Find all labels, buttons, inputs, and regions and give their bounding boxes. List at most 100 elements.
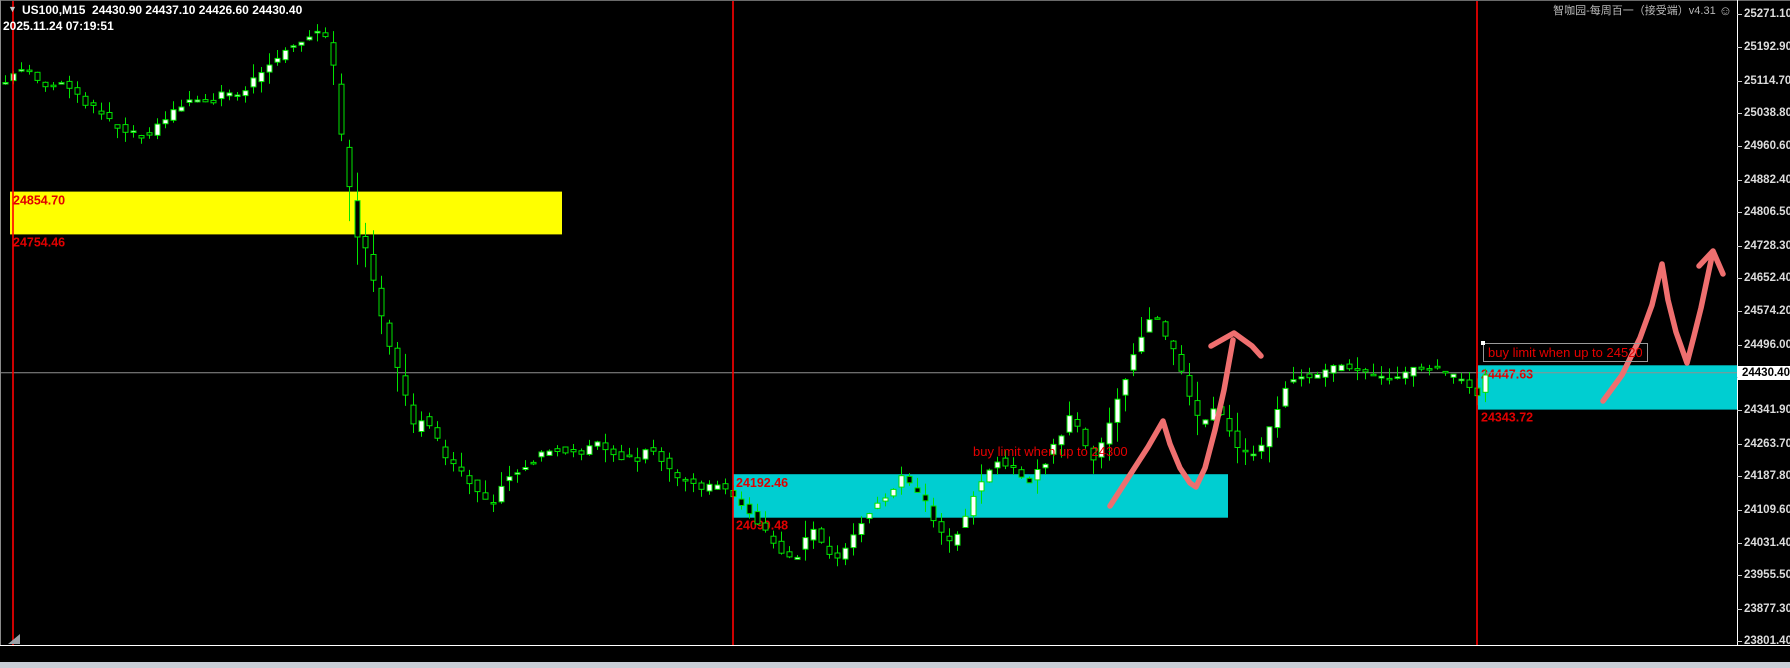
- candle-body: [1386, 377, 1393, 381]
- price-tick-mark: [1737, 444, 1742, 445]
- buy-limit-annotation-2[interactable]: buy limit when up to 24520: [1483, 343, 1648, 362]
- candle-body: [1242, 449, 1249, 453]
- candle-body: [1314, 374, 1321, 379]
- candle-body: [1122, 379, 1129, 396]
- candle-body: [970, 495, 977, 517]
- price-tick-mark: [1737, 278, 1742, 279]
- candle-body: [690, 478, 697, 484]
- candle-body: [202, 99, 209, 103]
- price-tick-mark: [1737, 543, 1742, 544]
- mid-arrow-head[interactable]: [1208, 330, 1264, 359]
- smiley-face-icon[interactable]: ☺: [1718, 2, 1732, 18]
- candle-body: [130, 130, 137, 133]
- candle-body: [178, 106, 185, 112]
- candle-body: [1106, 422, 1113, 445]
- candle-body: [1154, 317, 1161, 320]
- candle-body: [234, 94, 241, 97]
- mid-cyan-zone[interactable]: [733, 474, 1228, 518]
- price-tick-label: 24341.90: [1744, 404, 1790, 416]
- candle-body: [834, 552, 841, 559]
- price-tick-mark: [1737, 146, 1742, 147]
- candle-body: [266, 64, 273, 73]
- candle-body: [482, 492, 489, 500]
- candle-body: [1418, 366, 1425, 370]
- candle-body: [154, 123, 161, 136]
- candle-body: [466, 475, 473, 485]
- candle-body: [946, 535, 953, 542]
- candle-body: [594, 441, 601, 447]
- candle-body: [242, 90, 249, 97]
- candle-body: [258, 72, 265, 83]
- candle-body: [1130, 354, 1137, 371]
- candle-body: [1058, 435, 1065, 446]
- candle-body: [1410, 366, 1417, 377]
- candle-body: [938, 521, 945, 533]
- candle-body: [586, 445, 593, 455]
- candle-body: [1434, 365, 1441, 369]
- candle-body: [1322, 369, 1329, 378]
- candle-body: [858, 523, 865, 535]
- candle-body: [1026, 477, 1033, 484]
- candle-body: [1250, 453, 1257, 457]
- candle-body: [218, 91, 225, 100]
- candle-body: [1290, 379, 1297, 383]
- candle-body: [26, 69, 33, 73]
- right-arrow-head[interactable]: [1696, 248, 1726, 277]
- candle-body: [50, 84, 57, 88]
- candle-body: [578, 450, 585, 455]
- candle-body: [1274, 409, 1281, 429]
- candle-body: [514, 472, 521, 475]
- candle-body: [610, 448, 617, 456]
- candle-body: [1002, 457, 1009, 467]
- candle-body: [1170, 340, 1177, 350]
- candle-body: [170, 109, 177, 121]
- candle-body: [1186, 375, 1193, 397]
- candle-body: [1146, 319, 1153, 333]
- annotation-selection-handle[interactable]: [1481, 341, 1485, 345]
- price-tick-mark: [1737, 510, 1742, 511]
- mid-arrow-body[interactable]: [1107, 337, 1236, 509]
- candle-body: [1402, 371, 1409, 379]
- candle-body: [770, 535, 777, 544]
- candle-body: [346, 146, 353, 188]
- candle-body: [906, 475, 913, 484]
- yellow-zone[interactable]: [10, 191, 562, 235]
- candle-body: [378, 287, 385, 317]
- candle-body: [570, 449, 577, 453]
- ohlc-readout: US100,M15 24430.90 24437.10 24426.60 244…: [22, 3, 303, 17]
- candle-body: [818, 528, 825, 543]
- candle-body: [794, 556, 801, 560]
- right-arrow-body[interactable]: [1600, 253, 1715, 404]
- price-tick-label: 24031.40: [1744, 537, 1790, 549]
- candle-body: [826, 545, 833, 555]
- candle-body: [634, 457, 641, 462]
- candle-body: [978, 481, 985, 492]
- window-bottom-strip: [0, 662, 1790, 668]
- price-tick-label: 24806.50: [1744, 206, 1790, 218]
- candle-body: [298, 41, 305, 46]
- candle-body: [226, 92, 233, 97]
- candle-body: [458, 466, 465, 472]
- candle-body: [410, 404, 417, 425]
- candle-body: [850, 534, 857, 549]
- candle-body: [682, 478, 689, 482]
- candle-body: [650, 447, 657, 452]
- chart-bottom-border: [0, 645, 1790, 646]
- current-price-label: 24430.40: [1738, 366, 1790, 380]
- price-tick-label: 24574.20: [1744, 305, 1790, 317]
- candle-body: [522, 467, 529, 470]
- time-axis[interactable]: 20 Nov 06:4520 Nov 08:4520 Nov 10:4520 N…: [0, 646, 1790, 662]
- window-left-edge: [0, 0, 1, 645]
- candle-body: [74, 87, 81, 95]
- symbol-dropdown-icon[interactable]: ▼: [8, 4, 17, 14]
- buy-limit-annotation-1[interactable]: buy limit when up to 24300: [973, 444, 1128, 459]
- candle-body: [418, 420, 425, 432]
- candle-body: [746, 503, 753, 515]
- candle-body: [42, 81, 49, 88]
- candle-body: [1202, 419, 1209, 425]
- candle-body: [810, 528, 817, 541]
- candle-body: [1098, 442, 1105, 458]
- price-tick-mark: [1737, 609, 1742, 610]
- chart-canvas[interactable]: 24854.70 24754.46 24192.46 24090.48 24447.63…: [0, 0, 1737, 645]
- candle-body: [2, 82, 9, 85]
